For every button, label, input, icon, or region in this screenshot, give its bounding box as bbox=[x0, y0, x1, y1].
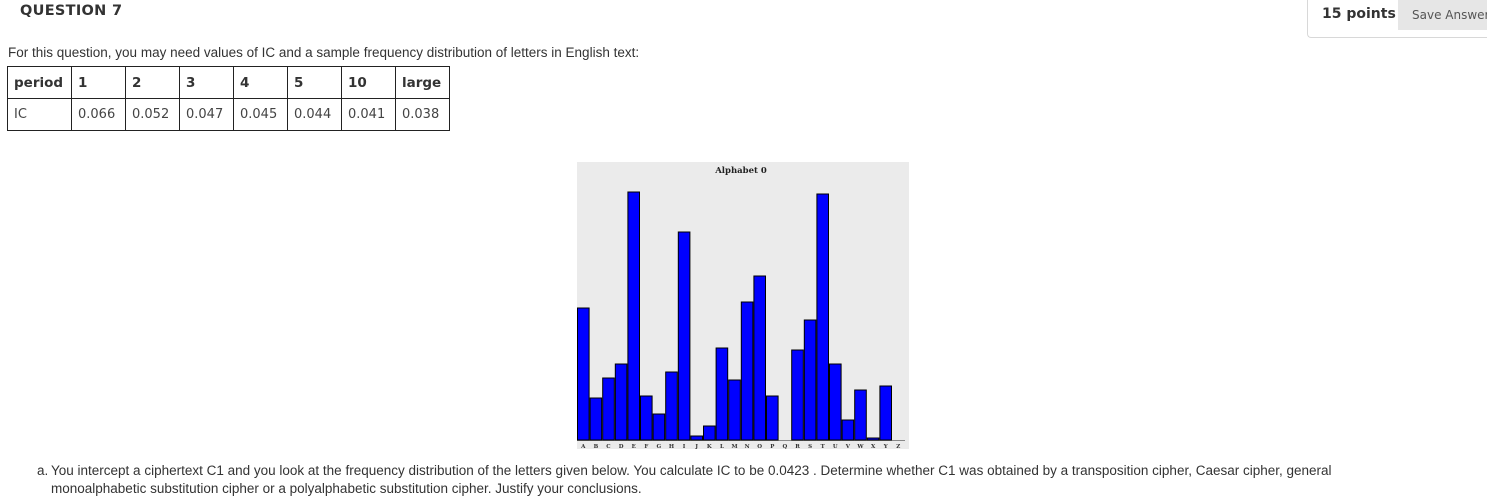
chart-bar-g bbox=[652, 413, 666, 441]
question-intro: For this question, you may need values o… bbox=[8, 45, 640, 60]
chart-tick-label: Y bbox=[883, 444, 888, 449]
chart-tick-label: P bbox=[770, 444, 774, 449]
chart-bar-a bbox=[577, 307, 590, 441]
chart-bar-r bbox=[791, 349, 804, 441]
chart-tick-label: I bbox=[683, 444, 686, 449]
question-part-a-line2: monoalphabetic substitution cipher or a … bbox=[51, 481, 642, 496]
chart-tick-label: B bbox=[594, 444, 599, 449]
ic-table: period 1 2 3 4 5 10 large IC 0.066 0.052… bbox=[7, 66, 450, 131]
chart-bar-k bbox=[703, 425, 716, 441]
chart-tick-label: Z bbox=[896, 444, 900, 449]
ic-table-value: 0.044 bbox=[287, 98, 342, 131]
save-answer-button[interactable]: Save Answer bbox=[1398, 0, 1487, 30]
chart-tick-label: R bbox=[795, 444, 800, 449]
chart-tick-label: E bbox=[632, 444, 636, 449]
ic-table-value: 0.066 bbox=[71, 98, 126, 131]
chart-tick-label: L bbox=[720, 444, 724, 449]
question-header-panel: 15 points Save Answer bbox=[1307, 0, 1487, 38]
chart-bar-y bbox=[879, 385, 892, 441]
chart-tick-label: U bbox=[833, 444, 838, 449]
chart-bar-e bbox=[627, 191, 641, 441]
chart-bar-v bbox=[841, 419, 855, 441]
question-part-a: a. You intercept a ciphertext C1 and you … bbox=[37, 462, 1437, 498]
ic-table-value: 0.052 bbox=[125, 98, 180, 131]
ic-table-header-row: period 1 2 3 4 5 10 large bbox=[7, 66, 450, 99]
ic-table-header-label: period bbox=[7, 66, 72, 99]
frequency-chart-svg: Alphabet 0 A B C D E F G H I J K L M N O P Q R S T U V W X Y Z bbox=[577, 162, 909, 449]
chart-bar-d bbox=[614, 363, 628, 441]
chart-bar-s bbox=[803, 319, 817, 441]
chart-tick-label: O bbox=[757, 444, 762, 449]
chart-tick-label: T bbox=[821, 444, 826, 449]
chart-bar-c bbox=[602, 377, 615, 441]
question-title: QUESTION 7 bbox=[20, 3, 123, 19]
question-part-a-line1: a. You intercept a ciphertext C1 and you … bbox=[37, 462, 1437, 480]
chart-tick-label: A bbox=[580, 444, 586, 449]
chart-bar-h bbox=[665, 371, 678, 441]
chart-bar-j bbox=[690, 435, 704, 441]
chart-tick-label: F bbox=[644, 444, 648, 449]
chart-bar-i bbox=[677, 231, 691, 441]
chart-tick-label: J bbox=[694, 444, 698, 449]
chart-bar-l bbox=[715, 347, 729, 441]
chart-bar-m bbox=[728, 379, 741, 441]
chart-tick-label: N bbox=[745, 444, 750, 449]
ic-table-period: 3 bbox=[179, 66, 234, 99]
chart-tick-label: K bbox=[707, 444, 712, 449]
chart-tick-label: D bbox=[619, 444, 624, 449]
chart-tick-label: V bbox=[845, 444, 851, 449]
ic-table-period: large bbox=[395, 66, 450, 99]
chart-bar-x bbox=[866, 437, 880, 441]
chart-tick-label: Q bbox=[783, 444, 788, 449]
chart-bar-f bbox=[640, 395, 653, 441]
chart-bar-b bbox=[589, 397, 603, 441]
chart-tick-label: H bbox=[669, 444, 674, 449]
question-part-a-text: You intercept a ciphertext C1 and you lo… bbox=[51, 463, 1332, 478]
ic-table-period: 1 bbox=[71, 66, 126, 99]
chart-bar-w bbox=[854, 389, 867, 441]
ic-table-value: 0.045 bbox=[233, 98, 288, 131]
ic-table-period: 5 bbox=[287, 66, 342, 99]
chart-tick-label: X bbox=[871, 444, 876, 449]
points-label: 15 points bbox=[1322, 6, 1396, 22]
chart-tick-label: M bbox=[731, 444, 737, 449]
question-part-a-label: a. bbox=[37, 463, 49, 478]
ic-table-period: 10 bbox=[341, 66, 396, 99]
chart-tick-label: S bbox=[808, 444, 812, 449]
ic-table-period: 2 bbox=[125, 66, 180, 99]
ic-table-value: 0.041 bbox=[341, 98, 396, 131]
chart-bar-p bbox=[766, 395, 779, 441]
chart-bar-t bbox=[816, 193, 829, 441]
chart-tick-label: C bbox=[606, 444, 611, 449]
chart-tick-label: W bbox=[856, 444, 864, 449]
ic-table-value: 0.038 bbox=[395, 98, 450, 131]
chart-bar-u bbox=[829, 363, 842, 441]
chart-bar-o bbox=[753, 275, 766, 441]
chart-bar-n bbox=[740, 301, 754, 441]
ic-table-value-row: IC 0.066 0.052 0.047 0.045 0.044 0.041 0… bbox=[7, 98, 450, 131]
chart-tick-label: G bbox=[657, 444, 662, 449]
chart-title: Alphabet 0 bbox=[714, 166, 767, 176]
ic-table-row-label: IC bbox=[7, 98, 72, 131]
ic-table-period: 4 bbox=[233, 66, 288, 99]
ic-table-value: 0.047 bbox=[179, 98, 234, 131]
